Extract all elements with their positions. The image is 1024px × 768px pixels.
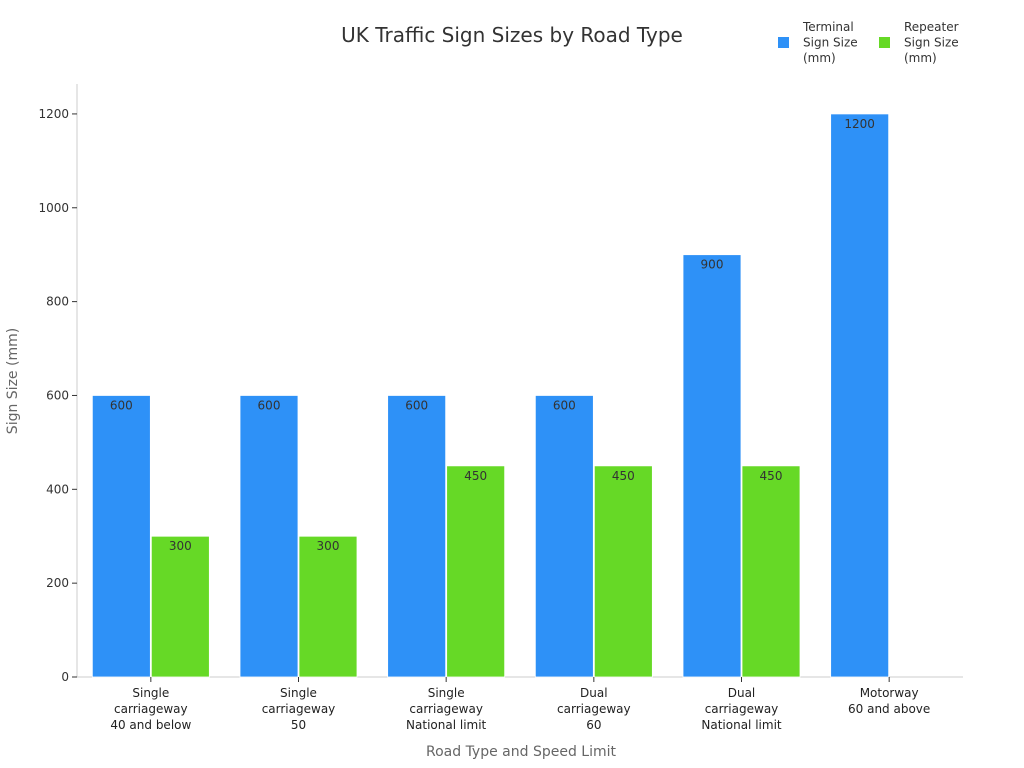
- bar-value-label: 600: [110, 398, 133, 412]
- y-tick-label: 400: [46, 482, 69, 496]
- x-tick-label-line: National limit: [701, 718, 782, 732]
- bars: 600 300 600 300 600 450 600 450 900 450 1200: [91, 113, 890, 678]
- x-axis-title: Road Type and Speed Limit: [426, 744, 617, 760]
- bar-repeater: [593, 465, 653, 678]
- y-tick-label: 600: [46, 388, 69, 402]
- bar-terminal: [534, 395, 594, 678]
- legend: Terminal Sign Size (mm)Repeater Sign Size (m…: [778, 20, 959, 65]
- x-tick-label-line: carriageway: [705, 702, 779, 716]
- x-axis-categories: Single carriageway 40 and below Single carri…: [110, 677, 930, 732]
- bar-terminal: [830, 113, 890, 678]
- bar-repeater: [298, 535, 358, 678]
- x-tick-label: Dual carriageway 60: [557, 686, 631, 732]
- bar-terminal: [387, 395, 447, 678]
- x-tick-label-line: National limit: [406, 718, 487, 732]
- y-axis-ticks: 0 200 400 600 800 1000 1200: [38, 107, 77, 684]
- bar-repeater: [446, 465, 506, 678]
- x-tick-label-line: Single: [132, 686, 169, 700]
- x-tick-label: Motorway 60 and above: [848, 686, 930, 716]
- bar-value-label: 450: [464, 469, 487, 483]
- bar-value-label: 450: [760, 469, 783, 483]
- bar-value-label: 900: [701, 258, 724, 272]
- y-tick-label: 1000: [38, 201, 69, 215]
- bar-terminal: [91, 395, 151, 678]
- x-tick-label-line: 60: [586, 718, 601, 732]
- x-tick-label: Single carriageway 50: [262, 686, 336, 732]
- bar-terminal: [682, 254, 742, 678]
- y-tick-label: 800: [46, 295, 69, 309]
- bar-value-label: 450: [612, 469, 635, 483]
- bar-value-label: 600: [405, 398, 428, 412]
- legend-swatch: [879, 37, 890, 48]
- x-tick-label: Single carriageway National limit: [406, 686, 487, 732]
- x-tick-label: Single carriageway 40 and below: [110, 686, 191, 732]
- legend-label-line: Terminal: [802, 20, 854, 34]
- legend-label-line: (mm): [904, 51, 937, 65]
- y-tick-label: 200: [46, 576, 69, 590]
- x-tick-label-line: Dual: [580, 686, 608, 700]
- bar-value-label: 1200: [844, 117, 875, 131]
- x-tick-label: Dual carriageway National limit: [701, 686, 782, 732]
- legend-label-line: Sign Size: [904, 36, 959, 50]
- bar-repeater: [741, 465, 801, 678]
- legend-swatch: [778, 37, 789, 48]
- x-tick-label-line: 50: [291, 718, 306, 732]
- x-tick-label-line: Single: [280, 686, 317, 700]
- x-tick-label-line: 40 and below: [110, 718, 191, 732]
- y-axis-title: Sign Size (mm): [5, 328, 21, 434]
- legend-label-line: (mm): [803, 51, 836, 65]
- y-tick-label: 1200: [38, 107, 69, 121]
- legend-label: Repeater Sign Size (mm): [904, 20, 959, 65]
- x-tick-label-line: carriageway: [114, 702, 188, 716]
- x-tick-label-line: Single: [428, 686, 465, 700]
- x-tick-label-line: carriageway: [557, 702, 631, 716]
- bar-value-label: 300: [317, 539, 340, 553]
- y-tick-label: 0: [61, 670, 69, 684]
- legend-label-line: Sign Size: [803, 36, 858, 50]
- x-tick-label-line: carriageway: [262, 702, 336, 716]
- x-tick-label-line: carriageway: [409, 702, 483, 716]
- legend-label-line: Repeater: [904, 20, 959, 34]
- legend-label: Terminal Sign Size (mm): [802, 20, 858, 65]
- bar-terminal: [239, 395, 299, 678]
- bar-value-label: 600: [258, 398, 281, 412]
- bar-value-label: 300: [169, 539, 192, 553]
- bar-value-label: 600: [553, 398, 576, 412]
- x-tick-label-line: Dual: [728, 686, 756, 700]
- x-tick-label-line: Motorway: [860, 686, 919, 700]
- x-tick-label-line: 60 and above: [848, 702, 930, 716]
- chart-title: UK Traffic Sign Sizes by Road Type: [341, 23, 683, 47]
- bar-repeater: [150, 535, 210, 678]
